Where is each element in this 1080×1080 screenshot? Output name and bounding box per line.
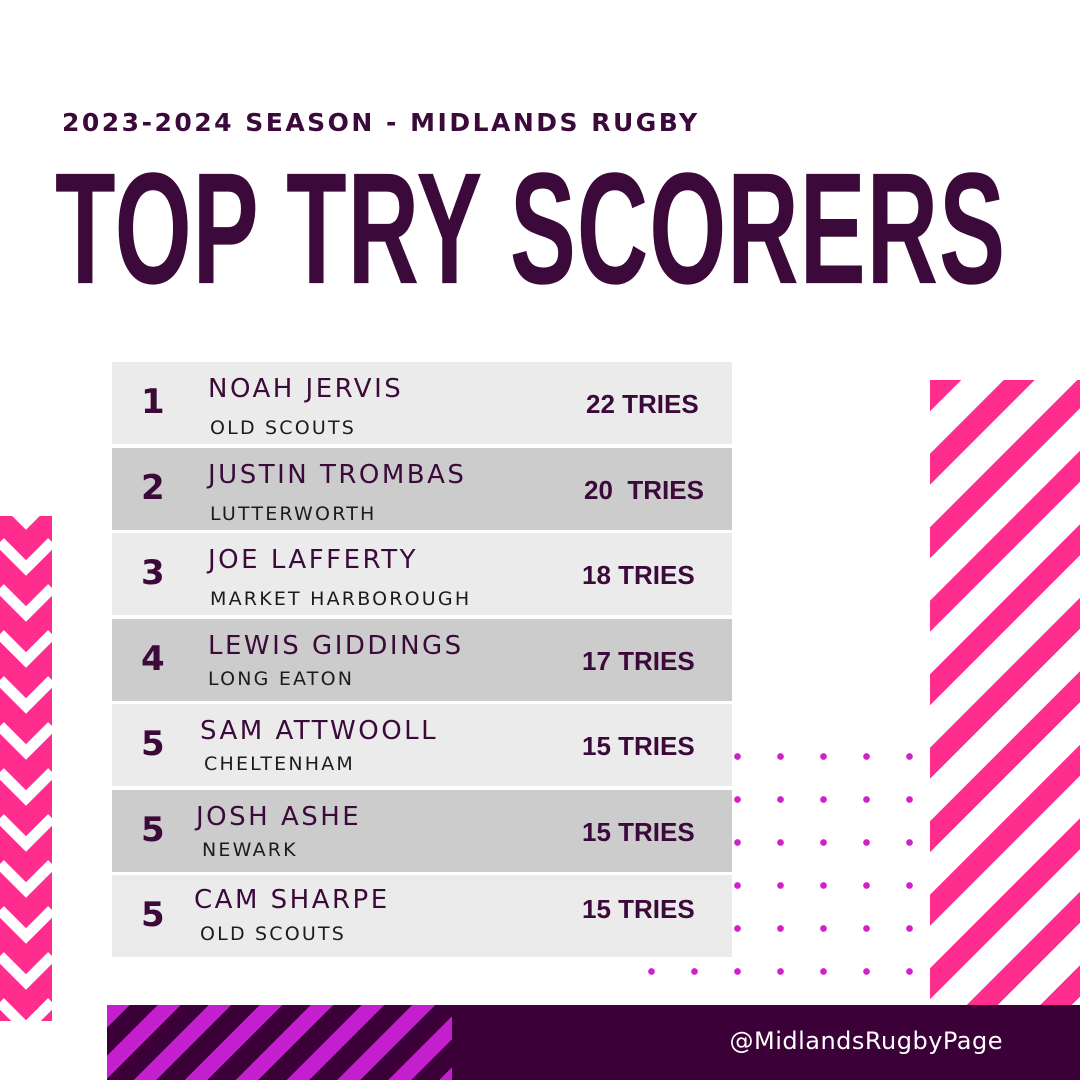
- social-handle: @MidlandsRugbyPage: [729, 1027, 1003, 1055]
- scorer-row: 4 LEWIS GIDDINGS LONG EATON 17 TRIES: [112, 618, 732, 701]
- chevron-stripe: [0, 814, 52, 852]
- club-name: NEWARK: [202, 838, 298, 861]
- chevron-stripe: [0, 584, 52, 622]
- left-chevron-decoration: [0, 516, 52, 1021]
- club-name: LONG EATON: [208, 667, 355, 690]
- right-stripe-decoration: [930, 380, 1080, 1005]
- tries-count: 15 TRIES: [582, 816, 695, 847]
- chevron-stripe: [0, 768, 52, 806]
- rank-number: 5: [141, 895, 165, 935]
- club-name: MARKET HARBOROUGH: [210, 588, 472, 610]
- scorer-row: 5 CAM SHARPE OLD SCOUTS 15 TRIES: [112, 875, 732, 957]
- tries-count: 20 TRIES: [584, 474, 704, 505]
- footer-stripe-decoration: [107, 1005, 452, 1080]
- chevron-stripe: [0, 676, 52, 714]
- club-name: CHELTENHAM: [204, 753, 356, 775]
- page-title: TOP TRY SCORERS: [55, 141, 1006, 318]
- tries-count: 22 TRIES: [586, 389, 699, 419]
- club-name: OLD SCOUTS: [200, 923, 347, 945]
- chevron-stripe: [12, 516, 40, 530]
- player-name: JUSTIN TROMBAS: [208, 459, 467, 490]
- rank-number: 1: [141, 382, 165, 422]
- footer-bar: @MidlandsRugbyPage: [107, 1005, 1080, 1080]
- scorer-row: 1 NOAH JERVIS OLD SCOUTS 22 TRIES: [112, 362, 732, 444]
- rank-number: 2: [141, 467, 165, 508]
- player-name: SAM ATTWOOLL: [200, 716, 439, 746]
- chevron-stripe: [0, 998, 52, 1021]
- club-name: OLD SCOUTS: [210, 417, 357, 439]
- club-name: LUTTERWORTH: [210, 502, 377, 525]
- tries-count: 18 TRIES: [582, 560, 695, 590]
- chevron-stripe: [0, 860, 52, 898]
- chevron-stripe: [0, 538, 52, 576]
- tries-count: 15 TRIES: [582, 731, 695, 761]
- scorer-row: 5 JOSH ASHE NEWARK 15 TRIES: [112, 789, 732, 872]
- tries-count: 15 TRIES: [582, 894, 695, 924]
- tries-count: 17 TRIES: [582, 645, 695, 676]
- player-name: NOAH JERVIS: [208, 374, 404, 404]
- player-name: LEWIS GIDDINGS: [208, 630, 464, 661]
- scorers-table: 1 NOAH JERVIS OLD SCOUTS 22 TRIES 2 JUST…: [112, 362, 732, 961]
- rank-number: 5: [141, 809, 165, 850]
- scorer-row: 5 SAM ATTWOOLL CHELTENHAM 15 TRIES: [112, 704, 732, 786]
- scorer-row: 2 JUSTIN TROMBAS LUTTERWORTH 20 TRIES: [112, 447, 732, 530]
- rank-number: 5: [141, 724, 165, 764]
- rank-number: 3: [141, 553, 165, 593]
- chevron-pattern-graphic: [0, 516, 52, 1021]
- player-name: CAM SHARPE: [194, 885, 390, 915]
- chevron-stripe: [0, 722, 52, 760]
- chevron-stripe: [0, 906, 52, 944]
- season-subtitle: 2023-2024 SEASON - MIDLANDS RUGBY: [62, 108, 700, 137]
- chevron-stripe: [0, 952, 52, 990]
- chevron-stripe: [0, 630, 52, 668]
- player-name: JOSH ASHE: [196, 801, 362, 832]
- scorer-row: 3 JOE LAFFERTY MARKET HARBOROUGH 18 TRIE…: [112, 533, 732, 615]
- player-name: JOE LAFFERTY: [208, 545, 418, 575]
- rank-number: 4: [141, 638, 165, 679]
